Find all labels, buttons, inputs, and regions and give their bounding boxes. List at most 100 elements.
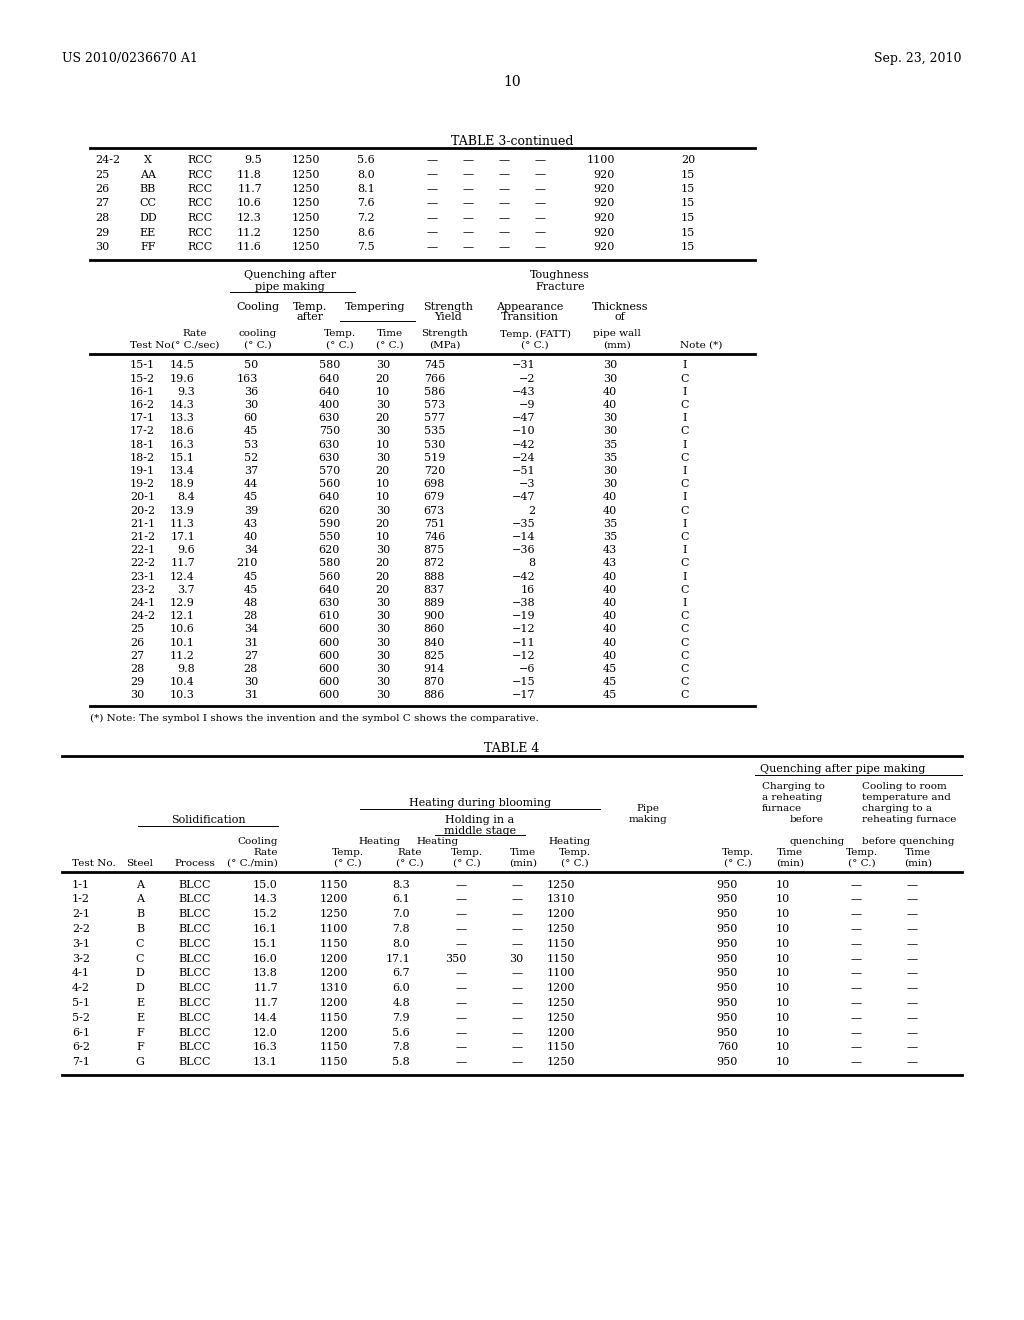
Text: C: C <box>681 664 689 675</box>
Text: 600: 600 <box>318 651 340 661</box>
Text: 30: 30 <box>244 400 258 411</box>
Text: 1200: 1200 <box>319 895 348 904</box>
Text: X: X <box>144 154 152 165</box>
Text: 10: 10 <box>776 1043 790 1052</box>
Text: 10: 10 <box>776 909 790 919</box>
Text: 580: 580 <box>318 360 340 371</box>
Text: —: — <box>499 154 510 165</box>
Text: 45: 45 <box>603 664 617 675</box>
Text: furnace: furnace <box>762 804 802 813</box>
Text: RCC: RCC <box>187 198 213 209</box>
Text: —: — <box>499 198 510 209</box>
Text: Temp.: Temp. <box>451 847 483 857</box>
Text: 900: 900 <box>424 611 445 622</box>
Text: Heating: Heating <box>417 837 459 846</box>
Text: 20: 20 <box>376 374 390 384</box>
Text: 1200: 1200 <box>319 969 348 978</box>
Text: 20: 20 <box>376 558 390 569</box>
Text: 40: 40 <box>603 651 617 661</box>
Text: 1150: 1150 <box>547 939 575 949</box>
Text: C: C <box>681 638 689 648</box>
Text: BLCC: BLCC <box>179 1028 211 1038</box>
Text: 600: 600 <box>318 690 340 701</box>
Text: 860: 860 <box>424 624 445 635</box>
Text: —: — <box>907 1012 918 1023</box>
Text: —: — <box>907 1028 918 1038</box>
Text: 19.6: 19.6 <box>170 374 195 384</box>
Text: (mm): (mm) <box>603 341 631 350</box>
Text: Tempering: Tempering <box>345 301 406 312</box>
Text: —: — <box>851 1028 862 1038</box>
Text: 9.6: 9.6 <box>177 545 195 556</box>
Text: 1250: 1250 <box>319 909 348 919</box>
Text: —: — <box>512 983 523 994</box>
Text: 745: 745 <box>424 360 445 371</box>
Text: 1100: 1100 <box>319 924 348 935</box>
Text: D: D <box>135 969 144 978</box>
Text: I: I <box>683 387 687 397</box>
Text: 12.9: 12.9 <box>170 598 195 609</box>
Text: RCC: RCC <box>187 213 213 223</box>
Text: (° C.): (° C.) <box>561 859 589 867</box>
Text: 20: 20 <box>376 466 390 477</box>
Text: 15: 15 <box>681 198 695 209</box>
Text: 580: 580 <box>318 558 340 569</box>
Text: (° C./sec): (° C./sec) <box>171 341 219 350</box>
Text: 630: 630 <box>318 453 340 463</box>
Text: Process: Process <box>175 859 215 867</box>
Text: —: — <box>456 983 467 994</box>
Text: 30: 30 <box>603 360 617 371</box>
Text: 1150: 1150 <box>319 1012 348 1023</box>
Text: 20-1: 20-1 <box>130 492 155 503</box>
Text: 48: 48 <box>244 598 258 609</box>
Text: C: C <box>136 939 144 949</box>
Text: 2-2: 2-2 <box>72 924 90 935</box>
Text: −14: −14 <box>511 532 535 543</box>
Text: 4-2: 4-2 <box>72 983 90 994</box>
Text: 11.7: 11.7 <box>238 183 262 194</box>
Text: 920: 920 <box>594 183 615 194</box>
Text: 26: 26 <box>95 183 110 194</box>
Text: —: — <box>456 1012 467 1023</box>
Text: 1310: 1310 <box>547 895 575 904</box>
Text: —: — <box>851 953 862 964</box>
Text: 1250: 1250 <box>547 1057 575 1068</box>
Text: 6.0: 6.0 <box>392 983 410 994</box>
Text: —: — <box>512 909 523 919</box>
Text: 746: 746 <box>424 532 445 543</box>
Text: Holding in a: Holding in a <box>445 814 515 825</box>
Text: 15: 15 <box>681 183 695 194</box>
Text: 9.5: 9.5 <box>245 154 262 165</box>
Text: pipe wall: pipe wall <box>593 330 641 338</box>
Text: C: C <box>681 558 689 569</box>
Text: —: — <box>512 879 523 890</box>
Text: —: — <box>851 924 862 935</box>
Text: charging to a: charging to a <box>862 804 932 813</box>
Text: —: — <box>535 227 546 238</box>
Text: 40: 40 <box>603 572 617 582</box>
Text: 30: 30 <box>376 360 390 371</box>
Text: 16: 16 <box>521 585 535 595</box>
Text: Heating: Heating <box>359 837 401 846</box>
Text: 24-2: 24-2 <box>95 154 120 165</box>
Text: 3-1: 3-1 <box>72 939 90 949</box>
Text: 8: 8 <box>528 558 535 569</box>
Text: 12.1: 12.1 <box>170 611 195 622</box>
Text: 1200: 1200 <box>319 998 348 1008</box>
Text: −42: −42 <box>511 572 535 582</box>
Text: 30: 30 <box>603 374 617 384</box>
Text: 40: 40 <box>603 585 617 595</box>
Text: 40: 40 <box>603 611 617 622</box>
Text: 11.7: 11.7 <box>253 998 278 1008</box>
Text: —: — <box>426 227 437 238</box>
Text: BLCC: BLCC <box>179 895 211 904</box>
Text: CC: CC <box>139 198 157 209</box>
Text: —: — <box>535 198 546 209</box>
Text: 950: 950 <box>717 1028 738 1038</box>
Text: 22-2: 22-2 <box>130 558 155 569</box>
Text: 950: 950 <box>717 924 738 935</box>
Text: 13.9: 13.9 <box>170 506 195 516</box>
Text: 20: 20 <box>376 572 390 582</box>
Text: 7.0: 7.0 <box>392 909 410 919</box>
Text: 13.4: 13.4 <box>170 466 195 477</box>
